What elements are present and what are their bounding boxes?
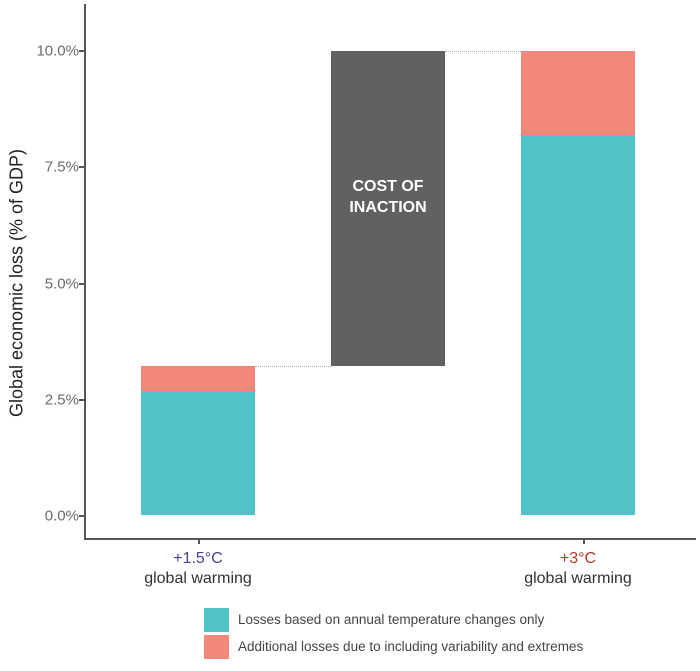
x-label-temp: +1.5°C	[173, 550, 223, 567]
annotation-line-2: INACTION	[349, 199, 427, 216]
x-label-temp: +3°C	[559, 550, 597, 567]
y-tick-label: 7.5%	[44, 158, 79, 176]
y-tick	[79, 50, 84, 52]
y-axis-title: Global economic loss (% of GDP)	[6, 148, 27, 418]
connector-line	[255, 366, 331, 367]
x-label-3: +3°C global warming	[478, 549, 678, 589]
annotation-line-1: COST OF	[352, 178, 424, 195]
x-label-sub: global warming	[144, 570, 252, 587]
cost-of-inaction-bar: COST OF INACTION	[331, 51, 445, 366]
x-tick	[198, 539, 200, 544]
x-axis-line	[84, 538, 696, 540]
y-tick	[79, 283, 84, 285]
y-tick-label: 2.5%	[44, 391, 79, 409]
bar-1p5-extremes	[141, 366, 255, 391]
y-tick	[79, 515, 84, 517]
y-tick	[79, 399, 84, 401]
legend-label-extremes: Additional losses due to including varia…	[238, 639, 584, 654]
bar-3-annual	[521, 135, 635, 515]
legend-label-annual: Losses based on annual temperature chang…	[238, 612, 545, 627]
legend-swatch-annual	[204, 608, 229, 632]
bar-3-extremes	[521, 51, 635, 135]
connector-line	[445, 51, 521, 52]
x-label-1p5: +1.5°C global warming	[98, 549, 298, 589]
cost-of-inaction-label: COST OF INACTION	[331, 176, 445, 218]
x-label-sub: global warming	[524, 570, 632, 587]
legend-swatch-extremes	[204, 635, 229, 659]
x-tick	[583, 539, 585, 544]
y-tick	[79, 166, 84, 168]
bar-1p5-annual	[141, 391, 255, 515]
y-axis-line	[84, 4, 86, 539]
y-tick-label: 5.0%	[44, 275, 79, 293]
y-tick-label: 10.0%	[36, 42, 79, 60]
y-tick-label: 0.0%	[44, 507, 79, 525]
